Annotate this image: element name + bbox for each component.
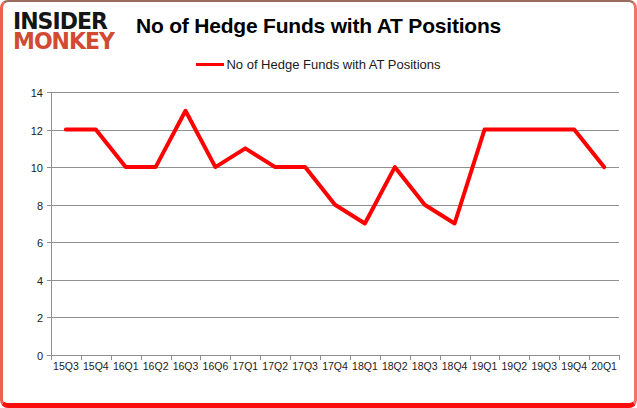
line-chart: 0 2 4 6 8 10 12 14 15Q3 15Q4 16Q1 16Q2 16Q3 16Q617Q1 1… xyxy=(3,2,637,408)
svg-text:10: 10 xyxy=(31,162,43,174)
svg-text:19Q3: 19Q3 xyxy=(531,360,557,372)
svg-text:16Q2: 16Q2 xyxy=(143,360,169,372)
svg-text:17Q4: 17Q4 xyxy=(322,360,348,372)
svg-text:4: 4 xyxy=(37,275,43,287)
svg-text:19Q4: 19Q4 xyxy=(561,360,587,372)
svg-text:18Q4: 18Q4 xyxy=(442,360,468,372)
svg-text:14: 14 xyxy=(31,87,43,99)
svg-text:15Q4: 15Q4 xyxy=(83,360,109,372)
svg-text:18Q1: 18Q1 xyxy=(352,360,378,372)
svg-text:16Q3: 16Q3 xyxy=(173,360,199,372)
svg-text:18Q3: 18Q3 xyxy=(412,360,438,372)
chart-card: INSIDER MONKEY No of Hedge Funds with AT… xyxy=(0,0,637,408)
svg-text:16Q1: 16Q1 xyxy=(113,360,139,372)
svg-text:8: 8 xyxy=(37,200,43,212)
svg-text:12: 12 xyxy=(31,125,43,137)
svg-text:0: 0 xyxy=(37,350,43,362)
svg-text:17Q2: 17Q2 xyxy=(262,360,288,372)
svg-text:6: 6 xyxy=(37,237,43,249)
svg-text:16Q6: 16Q6 xyxy=(203,360,229,372)
svg-text:17Q1: 17Q1 xyxy=(232,360,258,372)
svg-text:20Q1: 20Q1 xyxy=(591,360,617,372)
svg-text:18Q2: 18Q2 xyxy=(382,360,408,372)
svg-text:19Q2: 19Q2 xyxy=(502,360,528,372)
svg-text:2: 2 xyxy=(37,312,43,324)
svg-text:15Q3: 15Q3 xyxy=(53,360,79,372)
svg-text:19Q1: 19Q1 xyxy=(472,360,498,372)
svg-text:17Q3: 17Q3 xyxy=(292,360,318,372)
